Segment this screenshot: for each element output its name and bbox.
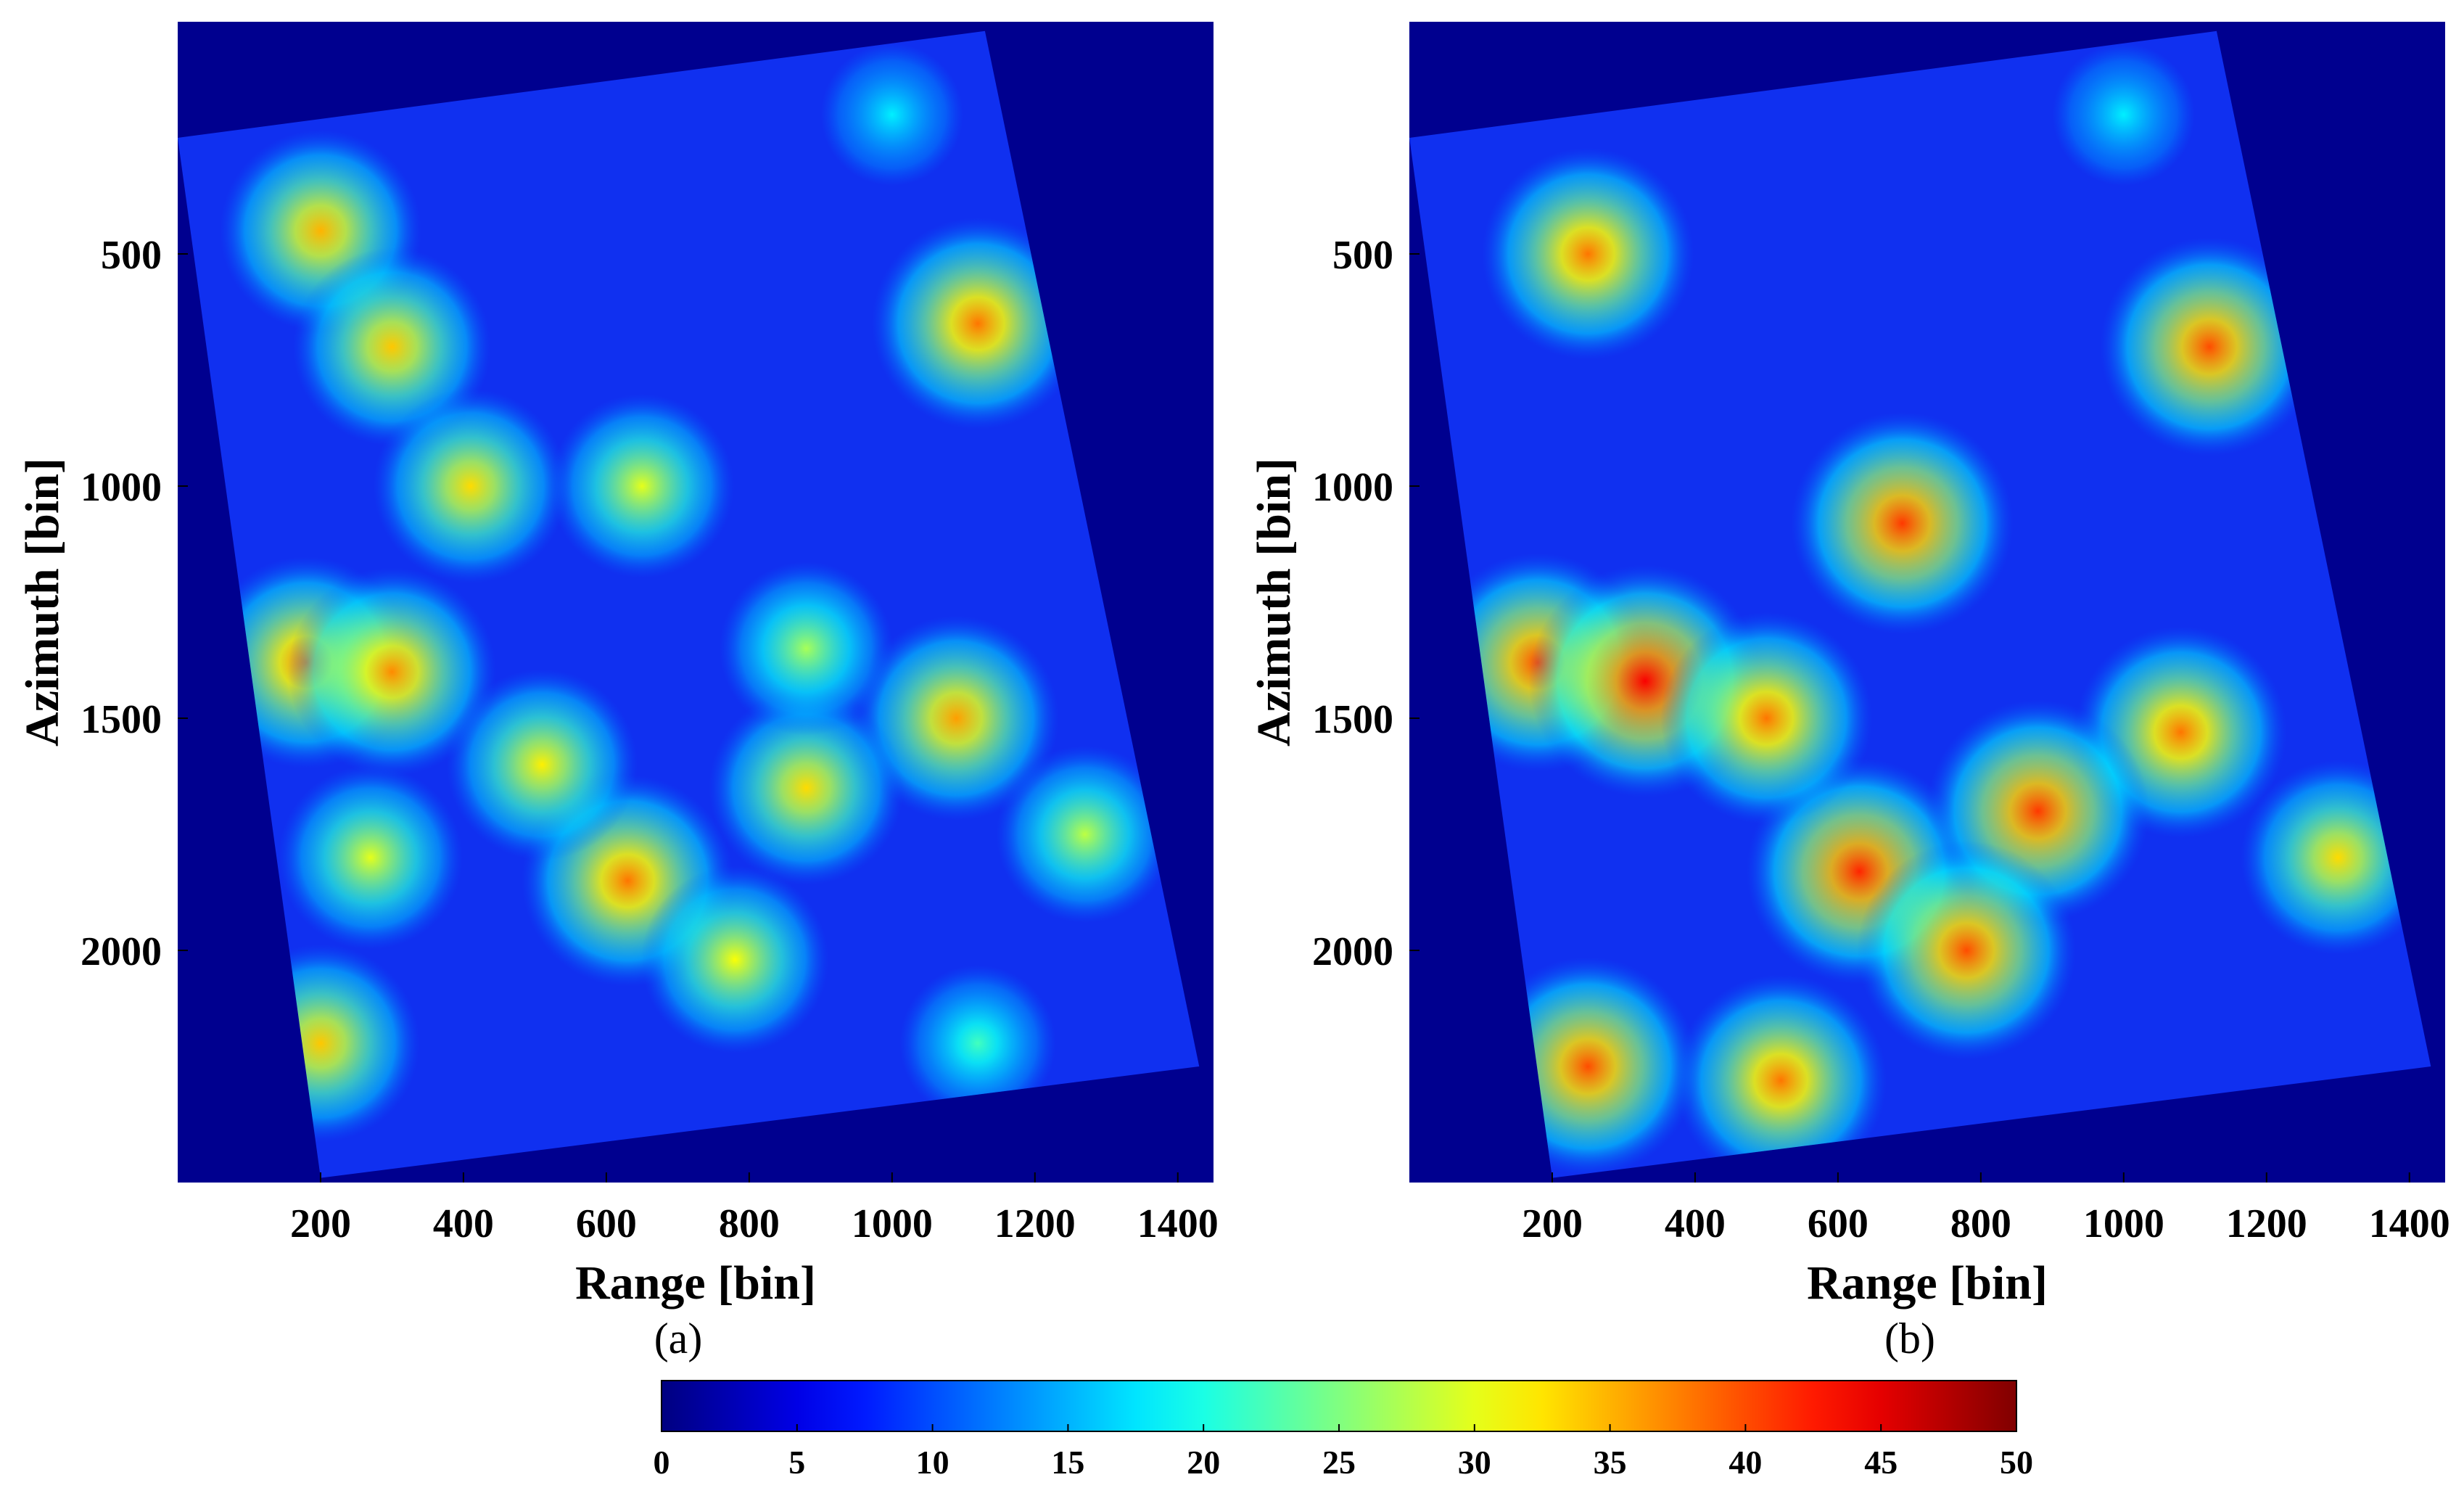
y-axis-label-b: Azimuth [bin] (1248, 458, 1301, 747)
colorbar-tick-label: 45 (1864, 1444, 1898, 1481)
colorbar-tick-label: 15 (1051, 1444, 1084, 1481)
y-tick-label: 500 (101, 233, 162, 278)
hotspot (287, 567, 497, 776)
hotspot (446, 669, 638, 860)
colorbar-tick-label: 5 (788, 1444, 805, 1481)
hotspot (640, 865, 829, 1054)
panel-a: 200 400 600 800 1000 1200 1400 500 1000 1500 2000… (16, 22, 1219, 1362)
panel-caption-b: (b) (1884, 1315, 1935, 1362)
colorbar-tick-label: 35 (1594, 1444, 1627, 1481)
colorbar-tick-label: 0 (654, 1444, 670, 1481)
colorbar-tick-label: 30 (1458, 1444, 1491, 1481)
colorbar-tick-label: 40 (1728, 1444, 1762, 1481)
hotspot (709, 690, 904, 886)
panel-b: 200 400 600 800 1000 1200 1400 500 1000 1500 2000… (1248, 22, 2450, 1362)
hotspot (1857, 841, 2077, 1060)
y-tick-label: 1000 (1312, 465, 1393, 510)
x-tick-label: 1400 (2369, 1201, 2450, 1246)
y-axis-ticks-a: 500 1000 1500 2000 (81, 233, 188, 974)
hotspot (719, 562, 894, 736)
hotspot (820, 43, 964, 186)
x-tick-label: 600 (576, 1201, 637, 1246)
x-tick-label: 800 (719, 1201, 780, 1246)
x-tick-label: 600 (1808, 1201, 1868, 1246)
hotspot (278, 765, 463, 950)
hotspot (1660, 612, 1873, 825)
x-axis-ticks-a: 200 400 600 800 1000 1200 1400 (290, 1172, 1219, 1246)
x-tick-label: 800 (1950, 1201, 2011, 1246)
x-tick-label: 1200 (994, 1201, 1076, 1246)
hotspot (899, 965, 1056, 1122)
y-tick-label: 2000 (1312, 929, 1393, 974)
hotspot (1791, 411, 2014, 635)
colorbar-tick-label: 25 (1322, 1444, 1356, 1481)
colorbar-gradient (661, 1380, 2017, 1432)
hotspot (1482, 147, 1694, 361)
hotspot (550, 394, 735, 578)
hotspot (2052, 43, 2195, 186)
y-axis-label-a: Azimuth [bin] (16, 458, 69, 747)
x-axis-ticks-b: 200 400 600 800 1000 1200 1400 (1522, 1172, 2450, 1246)
hotspot (854, 615, 1059, 821)
panel-caption-a: (a) (654, 1315, 703, 1362)
x-tick-label: 1000 (852, 1201, 933, 1246)
colorbar-tick-label: 50 (2000, 1444, 2033, 1481)
y-tick-label: 1000 (81, 465, 162, 510)
y-tick-label: 2000 (81, 929, 162, 974)
x-axis-label-b: Range [bin] (1807, 1257, 2048, 1309)
x-tick-label: 1400 (1137, 1201, 1219, 1246)
y-tick-label: 1500 (1312, 697, 1393, 742)
x-tick-label: 1200 (2226, 1201, 2307, 1246)
y-axis-ticks-b: 500 1000 1500 2000 (1312, 233, 1420, 974)
hotspot (871, 217, 1084, 430)
colorbar: 0 5 10 15 20 25 30 35 40 45 50 (654, 1380, 2033, 1481)
hotspot (1674, 974, 1887, 1178)
hotspot (996, 745, 1174, 924)
y-tick-label: 500 (1332, 233, 1393, 278)
colorbar-tick-label: 10 (916, 1444, 949, 1481)
x-tick-label: 400 (1665, 1201, 1726, 1246)
colorbar-ticks: 0 5 10 15 20 25 30 35 40 45 50 (654, 1424, 2033, 1481)
x-tick-label: 200 (1522, 1201, 1583, 1246)
x-tick-label: 200 (290, 1201, 351, 1246)
hotspot (373, 388, 568, 584)
x-tick-label: 1000 (2083, 1201, 2164, 1246)
hotspot (2100, 237, 2319, 456)
colorbar-tick-label: 20 (1187, 1444, 1220, 1481)
x-tick-label: 400 (433, 1201, 494, 1246)
x-axis-label-a: Range [bin] (575, 1257, 816, 1309)
y-tick-label: 1500 (81, 697, 162, 742)
